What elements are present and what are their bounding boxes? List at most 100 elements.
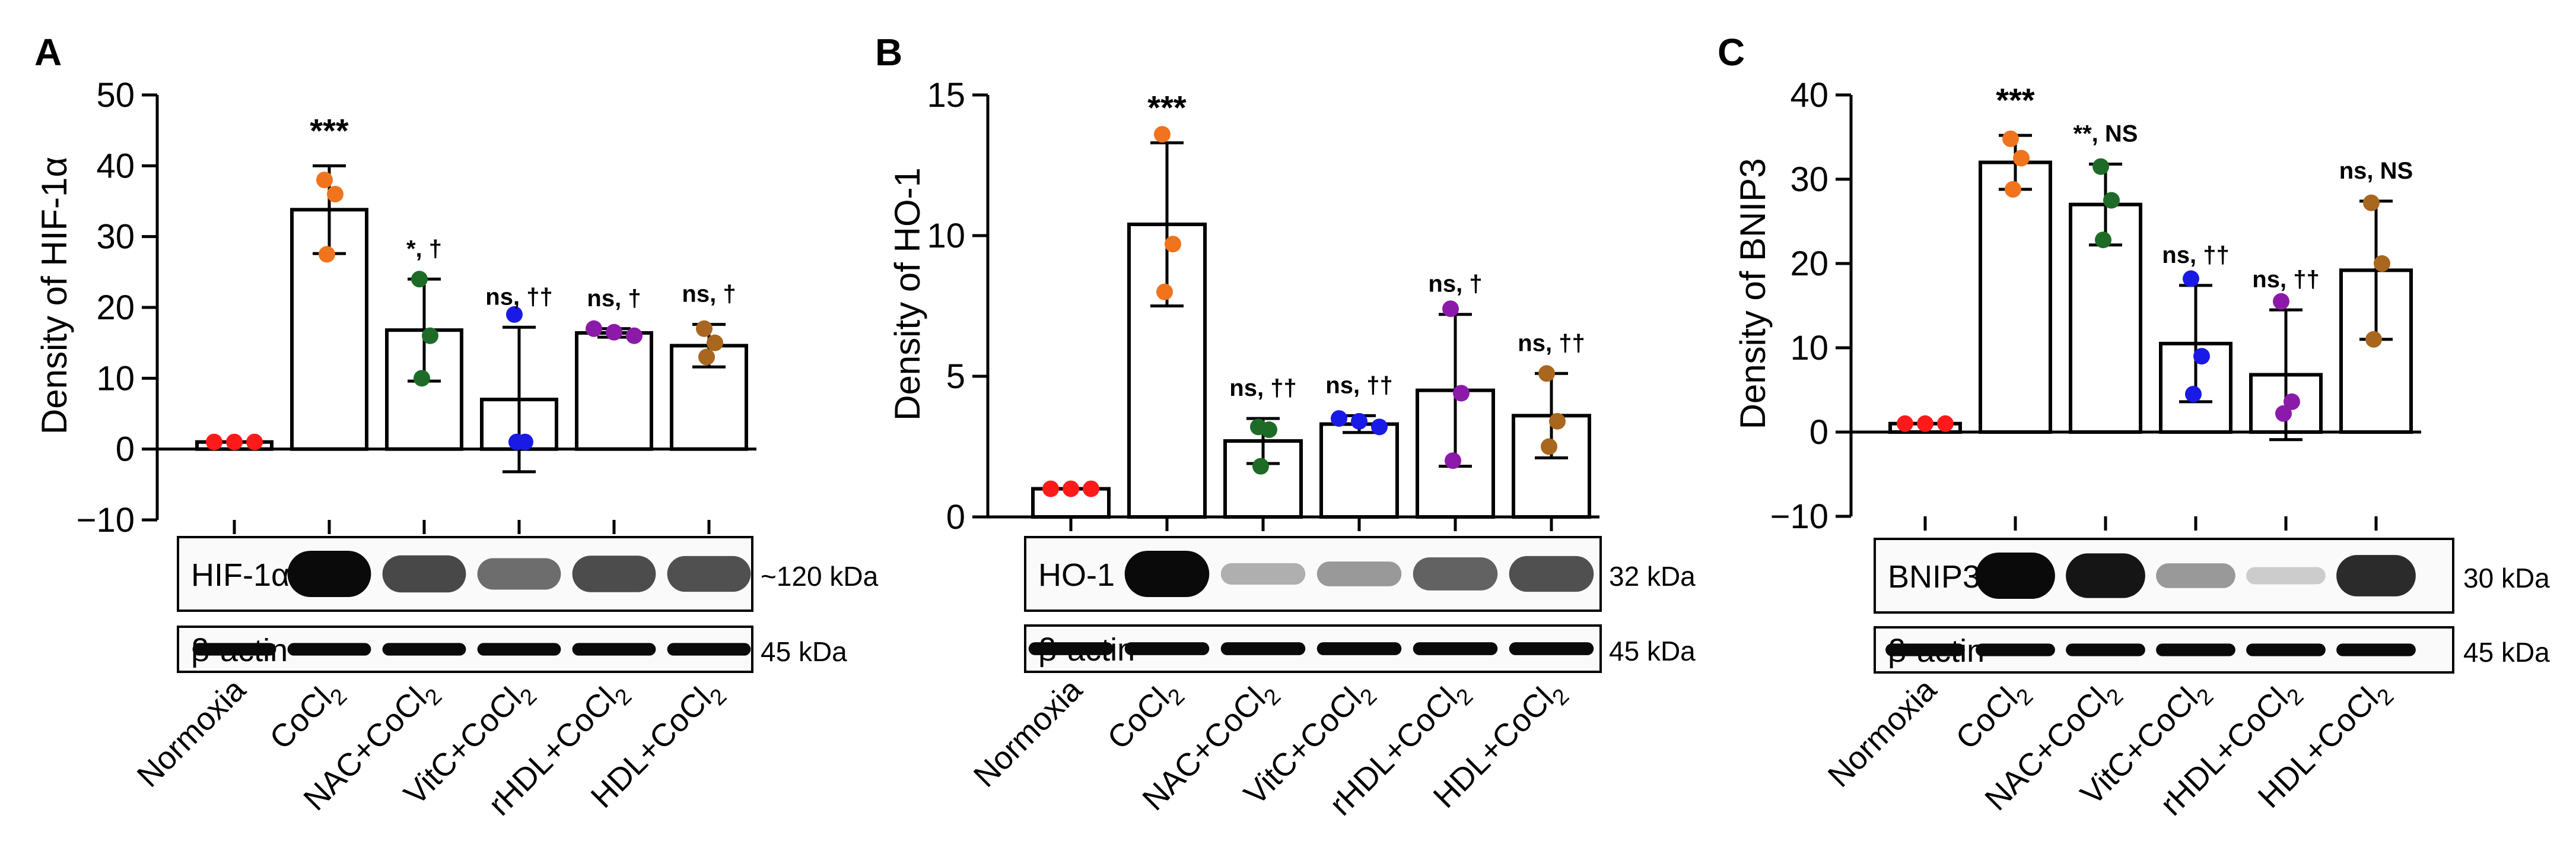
y-tick-label: 10 [927,217,965,255]
bar [1319,422,1399,519]
data-point [2092,158,2109,175]
blot-band [2246,643,2326,656]
x-category-label: Normoxia [967,671,1089,793]
panel-a: A Density of HIF-1α −10 0 10 20 30 40 50 Normoxia… [34,31,879,827]
data-point [1252,458,1269,475]
blot-band [1028,642,1114,655]
significance-label: ns, †† [1229,375,1296,401]
data-point [327,186,344,203]
panel-b: B Density of HO-1 0 5 10 15 Normoxia *** CoCl2 ns… [875,31,1696,827]
y-tick-label: 30 [1790,160,1828,199]
data-point [606,323,622,341]
data-point [707,334,723,351]
significance-label: ns, †† [2252,266,2319,293]
blot-size-label: 45 kDa [761,636,847,667]
data-point [2365,331,2382,348]
blot-band [1220,642,1306,655]
blot-band [1976,643,2055,656]
significance-label: *** [1147,89,1187,126]
data-point [246,433,263,450]
y-tick-label: 0 [116,430,135,469]
significance-label: ns, †† [1518,330,1585,356]
y-tick-label: −10 [1770,497,1828,536]
blot-band [287,643,371,656]
blot-band [1976,552,2055,599]
data-point [206,433,222,450]
panel-letter: B [875,31,902,74]
data-point [2374,255,2390,272]
data-point [2002,130,2019,147]
data-point [508,433,525,450]
data-point [1937,415,1954,432]
data-point [2103,192,2120,209]
data-point [586,320,602,337]
bar [1979,160,2052,434]
y-tick-label: 10 [96,359,135,398]
y-tick-label: 50 [96,76,135,115]
data-point [2183,270,2199,287]
blot-band [192,643,276,656]
data-point [2275,405,2292,422]
data-point [1261,421,1277,439]
data-point [2273,293,2289,310]
significance-label: ns, † [682,281,736,307]
blot-band [2156,643,2235,656]
y-tick-label: 40 [1790,76,1828,115]
panel-c: C Density of BNIP3 −10 0 10 20 30 40 Normoxia ***… [1718,31,2550,827]
panel-letter: C [1718,31,1745,74]
data-point [1042,480,1059,497]
significance-label: ns, †† [485,284,552,310]
blot-label: HO-1 [1038,557,1115,593]
blot-band [1220,563,1306,585]
data-point [626,327,643,344]
data-point [1917,415,1933,432]
blot-size-label: ~120 kDa [761,561,879,592]
data-point [1371,418,1388,436]
data-point [1453,385,1470,402]
y-tick-label: 15 [927,76,965,115]
y-tick-label: 40 [96,147,135,185]
blot-band [2246,567,2326,585]
significance-label: ns, †† [2162,242,2229,268]
blot-band [1509,556,1594,592]
blot-band [667,643,751,656]
x-category-label: CoCl2 [1101,672,1190,761]
blot-band [667,556,751,592]
blot-band [2066,643,2145,656]
y-axis-label: Density of BNIP3 [1733,158,1773,430]
y-tick-label: 30 [96,218,135,256]
data-point [1549,412,1566,430]
blot-band [572,556,656,592]
blot-band [2156,563,2235,588]
data-point [2095,231,2111,249]
y-axis-label: Density of HO-1 [888,167,927,421]
data-point [1165,236,1181,253]
blot-frame [1024,536,1602,612]
data-point [414,370,430,387]
data-point [1063,480,1079,497]
data-point [422,327,438,344]
significance-label: **, NS [2073,120,2138,147]
blot-band [382,555,466,593]
blot-band [2336,555,2416,596]
data-point [1156,283,1173,300]
blot-frame [1024,624,1602,673]
y-tick-label: 20 [96,288,135,327]
data-point [1541,438,1557,455]
data-point [316,172,333,189]
blot-band [1316,561,1402,586]
blot-band [2336,643,2416,656]
data-point [1538,365,1555,382]
data-point [1154,126,1171,143]
blot-band [1316,642,1402,655]
significance-label: ns, †† [1325,372,1392,398]
y-axis-label: Density of HIF-1α [34,157,74,434]
blot-band [1885,643,1965,656]
data-point [1083,480,1099,497]
significance-label: ns, NS [2339,158,2413,184]
blot-size-label: 45 kDa [2463,637,2550,668]
significance-label: ns, † [587,285,641,312]
blot-band [1124,642,1210,655]
data-point [698,348,715,366]
blot-band [1509,642,1594,655]
